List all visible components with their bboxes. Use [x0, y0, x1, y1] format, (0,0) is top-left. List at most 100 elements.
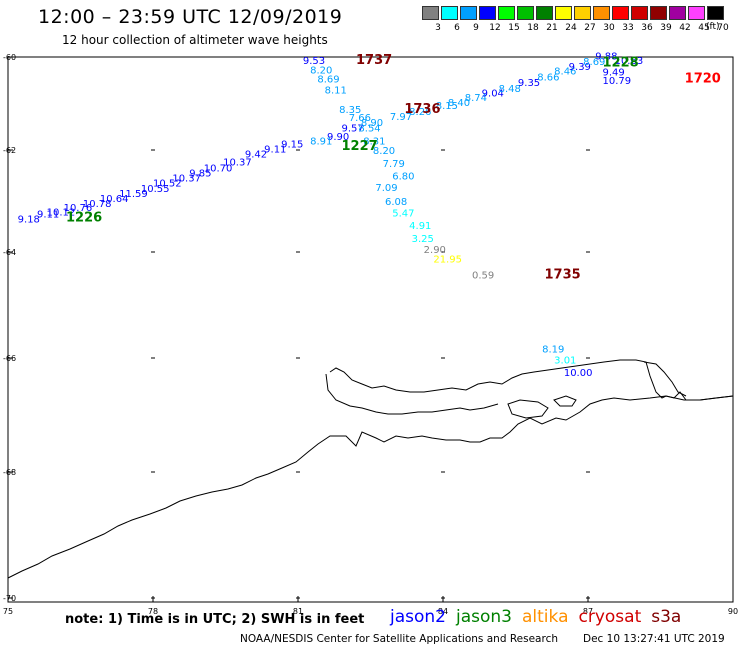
wave-height-label: 10.76 — [64, 203, 93, 214]
wave-height-label: 7.09 — [375, 183, 397, 194]
wave-height-label: 8.54 — [358, 123, 380, 134]
lat-label: -62 — [3, 146, 16, 155]
wave-height-values: 9.538.208.698.118.357.668.909.578.549.90… — [18, 51, 644, 379]
wave-height-label: 11.59 — [119, 189, 148, 200]
wave-height-label: 3.01 — [554, 356, 576, 367]
lon-label: 78 — [148, 607, 158, 616]
legend-label: 30 — [603, 23, 615, 33]
legend-label: 3 — [435, 23, 441, 33]
glacier-tongue — [643, 361, 687, 397]
lon-label: 90 — [728, 607, 738, 616]
wave-height-label: 10.37 — [172, 174, 201, 185]
wave-height-label: 10.63 — [615, 56, 644, 67]
wave-height-label: 7.79 — [383, 159, 405, 170]
legend-label: 42 — [679, 23, 691, 33]
wave-height-label: 8.19 — [542, 345, 564, 356]
wave-height-label: 10.64 — [100, 194, 129, 205]
wave-height-label: 9.42 — [245, 150, 267, 161]
wave-height-label: 0.59 — [472, 271, 494, 282]
map-subtitle: 12 hour collection of altimeter wave hei… — [62, 33, 328, 47]
wave-height-label: 8.90 — [361, 118, 383, 129]
satellite-altika: altika — [522, 607, 569, 627]
pass-time-labels: 1737 1736 1735 1720 1227 1226 1228 — [66, 53, 721, 283]
wave-height-label: 9.57 — [342, 123, 364, 134]
legend-swatch — [479, 6, 496, 20]
pass-time-label: 1228 — [603, 55, 639, 70]
legend-swatch — [612, 6, 629, 20]
pass-time-label: 1226 — [66, 210, 102, 225]
pass-time-label: 1720 — [685, 72, 721, 87]
wave-height-label: 8.69 — [317, 75, 339, 86]
map-title: 12:00 – 23:59 UTC 12/09/2019 — [38, 6, 343, 28]
graticule — [7, 56, 734, 602]
legend-label: 70 — [717, 23, 729, 33]
legend-label: 27 — [584, 23, 596, 33]
ice-shelf-edge — [329, 359, 734, 401]
wave-height-label: 5.47 — [392, 208, 414, 219]
lon-label: 87 — [583, 607, 593, 616]
island-a — [507, 399, 549, 419]
wave-height-label: 8.35 — [339, 105, 361, 116]
legend-swatch — [555, 6, 572, 20]
island-b — [553, 395, 577, 407]
lat-label: -66 — [3, 354, 16, 363]
lon-label: 84 — [438, 607, 448, 616]
longitude-labels: 75 78 81 84 87 90 — [3, 607, 738, 616]
legend-label: 39 — [660, 23, 672, 33]
satellite-legend: jason2 jason3 altika cryosat s3a — [390, 607, 691, 627]
wave-height-label: 8.46 — [554, 67, 576, 78]
wave-height-label: 10.70 — [204, 163, 233, 174]
wave-height-label: 7.66 — [349, 113, 371, 124]
legend-label: 21 — [546, 23, 558, 33]
legend-swatch — [422, 6, 439, 20]
satellite-cryosat: cryosat — [578, 607, 642, 627]
legend-label: 9 — [473, 23, 479, 33]
legend-swatch — [707, 6, 724, 20]
wave-height-label: 10.79 — [603, 76, 632, 87]
legend-label: 12 — [489, 23, 501, 33]
lat-label: -64 — [3, 248, 16, 257]
legend-swatch — [631, 6, 648, 20]
legend-label: 33 — [622, 23, 634, 33]
wave-height-label: 4.91 — [409, 221, 431, 232]
wave-height-label: 8.20 — [310, 65, 332, 76]
wave-height-label: 9.90 — [327, 132, 349, 143]
lat-label: -70 — [3, 594, 16, 603]
legend-swatch — [593, 6, 610, 20]
legend-swatch — [650, 6, 667, 20]
wave-height-label: 9.85 — [189, 169, 211, 180]
credit-line: NOAA/NESDIS Center for Satellite Applica… — [240, 633, 558, 645]
wave-height-label: 10.12 — [47, 207, 76, 218]
wave-height-label: 8.69 — [583, 57, 605, 68]
map-frame — [7, 56, 734, 603]
wave-height-label: 8.11 — [325, 85, 347, 96]
wave-height-label: 9.88 — [595, 51, 617, 62]
lat-label: -60 — [3, 53, 16, 62]
legend-label: 6 — [454, 23, 460, 33]
legend-swatch — [536, 6, 553, 20]
wave-height-label: 8.40 — [448, 98, 470, 109]
wave-height-label: 9.49 — [603, 68, 625, 79]
wave-height-label: 9.18 — [18, 214, 40, 225]
wave-height-label: 8.31 — [363, 136, 385, 147]
legend-label: 45 — [698, 23, 710, 33]
lat-label: -68 — [3, 468, 16, 477]
pass-time-label: 1735 — [545, 268, 581, 283]
coast-inlet — [325, 373, 499, 415]
wave-height-label: 10.00 — [564, 368, 593, 379]
wave-height-label: 10.37 — [223, 157, 252, 168]
wave-height-label: 10.52 — [153, 179, 182, 190]
wave-height-label: 8.15 — [436, 101, 458, 112]
pass-time-label: 1736 — [404, 102, 440, 117]
generated-timestamp: Dec 10 13:27:41 UTC 2019 — [583, 633, 725, 645]
wave-height-label: 9.04 — [482, 89, 504, 100]
legend-label: 24 — [565, 23, 577, 33]
wave-height-label: 8.91 — [310, 136, 332, 147]
legend-swatch — [441, 6, 458, 20]
wave-height-label: 9.15 — [281, 140, 303, 151]
legend-label: 36 — [641, 23, 653, 33]
wave-height-label: 2.90 — [424, 245, 446, 256]
legend-swatch — [498, 6, 515, 20]
wave-height-label: 6.80 — [392, 172, 414, 183]
